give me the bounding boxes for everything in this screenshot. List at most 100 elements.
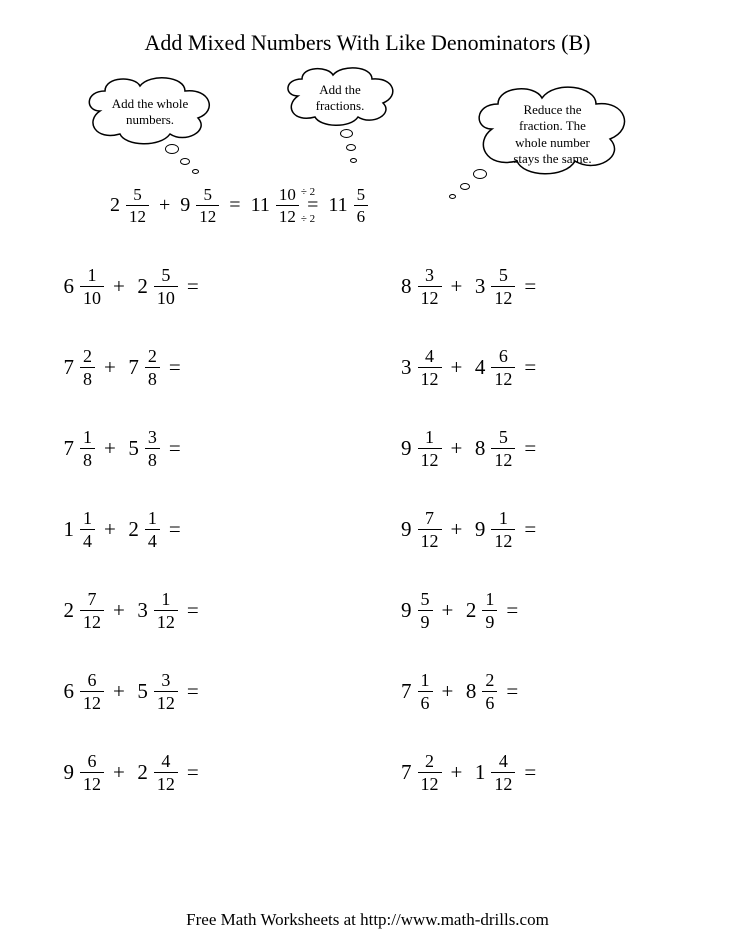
problem-a-num: 2 — [80, 347, 95, 367]
problem-a-num: 1 — [418, 671, 433, 691]
cloud-right-text: Reduce thefraction. Thewhole numberstays… — [470, 84, 635, 167]
equals-op: = — [524, 517, 536, 542]
equals-op: = — [169, 355, 181, 380]
problem-a-whole: 1 — [60, 517, 74, 542]
problem-a-whole: 9 — [398, 598, 412, 623]
problem-a-den: 12 — [418, 529, 442, 550]
problem-a-den: 12 — [418, 772, 442, 793]
problem-a-frac: 112 — [418, 428, 442, 469]
problem-b-num: 1 — [145, 509, 160, 529]
problem-a: 9612 — [60, 752, 104, 793]
equals-op: = — [187, 679, 199, 704]
equals-op: = — [187, 760, 199, 785]
problem-a-whole: 6 — [60, 679, 74, 704]
equals-op: = — [524, 436, 536, 461]
problem-a-frac: 59 — [418, 590, 433, 631]
equals-op: = — [187, 274, 199, 299]
problem-a: 6110 — [60, 266, 104, 307]
problems-grid: 6110+2510=8312+3512=728+728=3412+4612=71… — [50, 266, 685, 793]
plus-op: + — [113, 679, 125, 704]
problem-b: 9112 — [471, 509, 515, 550]
problem-a-num: 4 — [422, 347, 437, 367]
equals-op: = — [187, 598, 199, 623]
example-result-whole: 11 — [328, 194, 347, 217]
problem-row: 9112+8512= — [398, 428, 676, 469]
problem-row: 716+826= — [398, 671, 676, 712]
problem-b-frac: 312 — [154, 671, 178, 712]
problem-b-den: 8 — [145, 367, 160, 388]
plus-op: + — [104, 436, 116, 461]
problem-b-frac: 38 — [145, 428, 160, 469]
problem-b-den: 12 — [154, 610, 178, 631]
equals-op: = — [524, 355, 536, 380]
cloud-mid-bubble-2 — [346, 144, 356, 151]
example-a-frac: 5 12 — [126, 186, 149, 225]
problem-a-den: 12 — [80, 610, 104, 631]
problem-b-num: 5 — [496, 428, 511, 448]
problem-b: 8512 — [471, 428, 515, 469]
problem-a-den: 10 — [80, 286, 104, 307]
problem-a-frac: 212 — [418, 752, 442, 793]
problem-b-whole: 5 — [125, 436, 139, 461]
problem-b-frac: 512 — [491, 266, 515, 307]
problem-b-den: 12 — [491, 367, 515, 388]
problem-a-num: 7 — [422, 509, 437, 529]
problem-b-num: 4 — [158, 752, 173, 772]
problem-b: 1412 — [471, 752, 515, 793]
problem-b-frac: 412 — [154, 752, 178, 793]
equals-op: = — [169, 436, 181, 461]
problem-b-whole: 2 — [125, 517, 139, 542]
problem-a-frac: 16 — [418, 671, 433, 712]
problem-a-num: 6 — [85, 671, 100, 691]
problem-a-den: 12 — [80, 772, 104, 793]
problem-a-frac: 14 — [80, 509, 95, 550]
problem-b-num: 2 — [482, 671, 497, 691]
problem-b-den: 12 — [491, 286, 515, 307]
example-a-den: 12 — [126, 205, 149, 225]
problem-a: 718 — [60, 428, 95, 469]
problem-a-frac: 612 — [80, 752, 104, 793]
problem-b-num: 4 — [496, 752, 511, 772]
problem-b-num: 1 — [158, 590, 173, 610]
problem-b-whole: 2 — [134, 274, 148, 299]
problem-a-num: 1 — [80, 509, 95, 529]
problem-a-den: 12 — [418, 367, 442, 388]
problem-b-num: 3 — [158, 671, 173, 691]
example-b-den: 12 — [196, 205, 219, 225]
problem-b: 5312 — [134, 671, 178, 712]
example-a-num: 5 — [130, 186, 145, 205]
plus-op: + — [113, 274, 125, 299]
problem-b-frac: 510 — [154, 266, 178, 307]
problem-row: 7212+1412= — [398, 752, 676, 793]
problem-a: 9112 — [398, 428, 442, 469]
cloud-mid-bubble-3 — [350, 158, 357, 163]
problem-row: 9612+2412= — [60, 752, 338, 793]
problem-b-whole: 5 — [134, 679, 148, 704]
problem-b-num: 6 — [496, 347, 511, 367]
problem-a-num: 1 — [85, 266, 100, 286]
example-b-frac: 5 12 — [196, 186, 219, 225]
cloud-left-bubble-3 — [192, 169, 199, 174]
problem-a-num: 2 — [422, 752, 437, 772]
problem-b-frac: 112 — [491, 509, 515, 550]
problem-a-whole: 7 — [60, 355, 74, 380]
problem-row: 2712+3112= — [60, 590, 338, 631]
problem-row: 6110 +2510 = — [60, 266, 338, 307]
problem-a-whole: 3 — [398, 355, 412, 380]
problem-a: 6612 — [60, 671, 104, 712]
example-step1-den: 12 — [276, 205, 299, 225]
problem-a: 3412 — [398, 347, 442, 388]
problem-b-frac: 112 — [154, 590, 178, 631]
problem-a-den: 9 — [418, 610, 433, 631]
problem-a-whole: 7 — [60, 436, 74, 461]
problem-a-whole: 2 — [60, 598, 74, 623]
problem-b-den: 8 — [145, 448, 160, 469]
problem-a: 7212 — [398, 752, 442, 793]
problem-row: 8312+3512= — [398, 266, 676, 307]
problem-a-whole: 9 — [60, 760, 74, 785]
example-step1-num: 10 — [276, 186, 299, 205]
problem-b: 3512 — [471, 266, 515, 307]
footer-text: Free Math Worksheets at http://www.math-… — [0, 910, 735, 930]
problem-b-whole: 3 — [471, 274, 485, 299]
plus-op: + — [104, 355, 116, 380]
